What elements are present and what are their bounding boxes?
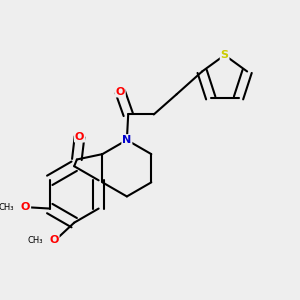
Text: O: O (21, 202, 30, 212)
Text: CH₃: CH₃ (28, 236, 43, 244)
Text: N: N (122, 135, 131, 145)
Text: CH₃: CH₃ (0, 203, 14, 212)
Text: O: O (116, 87, 125, 97)
Text: O: O (49, 235, 59, 245)
Text: O: O (75, 132, 84, 142)
Text: S: S (220, 50, 229, 60)
